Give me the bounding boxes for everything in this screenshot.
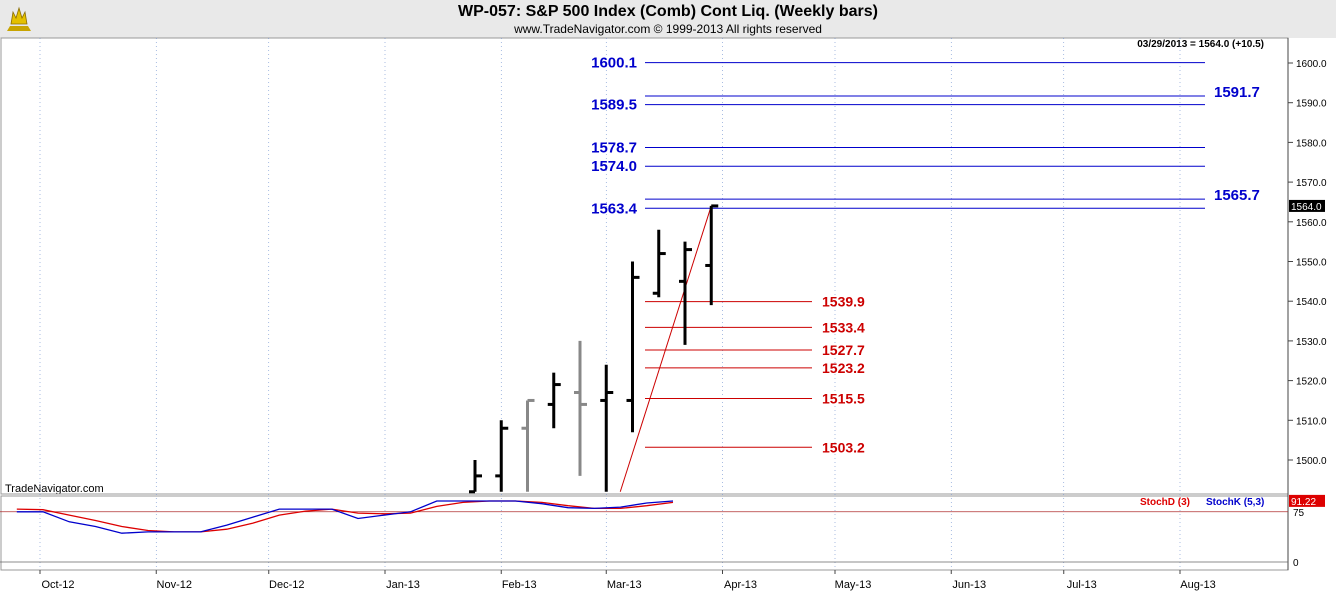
y-tick-label: 1600.0 — [1296, 59, 1327, 70]
x-tick-label: May-13 — [835, 579, 872, 591]
x-tick-label: Oct-12 — [41, 579, 74, 591]
x-tick-label: Apr-13 — [724, 579, 757, 591]
x-tick-label: Aug-13 — [1180, 579, 1215, 591]
copyright-subtitle: www.TradeNavigator.com © 1999-2013 All r… — [514, 22, 822, 36]
y-tick-label: 1520.0 — [1296, 377, 1327, 388]
x-tick-label: Dec-12 — [269, 579, 304, 591]
x-tick-label: Mar-13 — [607, 579, 642, 591]
last-price-label: 1564.0 — [1291, 202, 1322, 213]
red-level-label: 1523.2 — [822, 360, 865, 376]
last-price-box — [1289, 199, 1325, 212]
chart-header — [0, 0, 1336, 38]
red-level-label: 1527.7 — [822, 342, 865, 358]
y-tick-label: 1550.0 — [1296, 258, 1327, 269]
y-tick-label: 1560.0 — [1296, 218, 1327, 229]
stoch-y-tick-label: 0 — [1293, 558, 1299, 569]
stoch-y-tick-label: 75 — [1293, 508, 1305, 519]
chart-title: WP-057: S&P 500 Index (Comb) Cont Liq. (… — [458, 3, 878, 20]
y-tick-label: 1570.0 — [1296, 178, 1327, 189]
red-level-label: 1539.9 — [822, 294, 865, 310]
legend-stochd: StochD (3) — [1140, 497, 1190, 508]
legend-stochk: StochK (5,3) — [1206, 497, 1265, 508]
stoch-value-box — [1289, 494, 1325, 507]
blue-level-label: 1563.4 — [591, 200, 638, 217]
x-tick-label: Jun-13 — [952, 579, 986, 591]
red-level-label: 1533.4 — [822, 319, 865, 335]
y-tick-label: 1580.0 — [1296, 138, 1327, 149]
stoch-panel-frame — [0, 495, 1289, 571]
y-tick-label: 1540.0 — [1296, 297, 1327, 308]
x-tick-label: Jan-13 — [386, 579, 420, 591]
y-tick-label: 1590.0 — [1296, 99, 1327, 110]
y-tick-label: 1530.0 — [1296, 337, 1327, 348]
price-panel-frame — [0, 37, 1289, 495]
x-tick-label: Nov-12 — [157, 579, 192, 591]
last-price-info: 03/29/2013 = 1564.0 (+10.5) — [1137, 39, 1264, 50]
stoch-series-line — [16, 500, 674, 534]
y-tick-label: 1510.0 — [1296, 416, 1327, 427]
trend-line — [619, 205, 712, 492]
blue-level-label: 1600.1 — [591, 55, 637, 72]
x-tick-label: Feb-13 — [502, 579, 537, 591]
blue-level-label: 1589.5 — [591, 97, 637, 114]
red-level-label: 1515.5 — [822, 390, 865, 406]
brand-label: TradeNavigator.com — [5, 483, 104, 495]
blue-level-label: 1591.7 — [1214, 84, 1260, 101]
y-tick-label: 1500.0 — [1296, 456, 1327, 467]
blue-level-label: 1565.7 — [1214, 187, 1260, 204]
red-level-label: 1503.2 — [822, 439, 865, 455]
blue-level-label: 1578.7 — [591, 140, 637, 157]
bull-bear-logo-icon — [7, 6, 31, 31]
stoch-series-line — [16, 500, 674, 533]
x-tick-label: Jul-13 — [1067, 579, 1097, 591]
stoch-value-label: 91.22 — [1291, 497, 1316, 508]
blue-level-label: 1574.0 — [591, 158, 637, 175]
